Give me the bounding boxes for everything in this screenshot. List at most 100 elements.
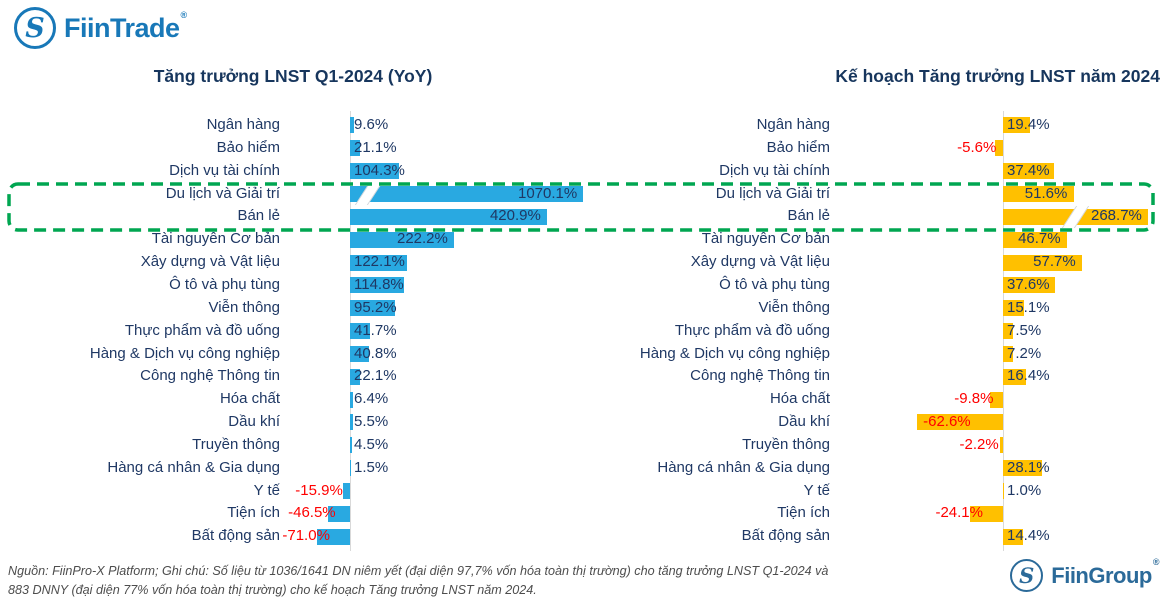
value-label: 1.5% — [354, 458, 389, 476]
value-label: 1070.1% — [518, 184, 578, 202]
value-label: 420.9% — [489, 207, 541, 225]
category-label: Tiện ích — [227, 504, 280, 522]
category-label: Bán lẻ — [787, 207, 830, 225]
category-label: Bảo hiểm — [216, 138, 280, 156]
value-label: 51.6% — [1024, 184, 1068, 202]
plan-growth-bar — [1003, 460, 1042, 477]
right-chart-title: Kế hoạch Tăng trưởng LNST năm 2024 — [835, 66, 1160, 86]
category-label: Y tế — [803, 481, 830, 499]
value-label: 6.4% — [354, 390, 389, 408]
category-label: Hàng & Dịch vụ công nghiệp — [89, 344, 280, 362]
value-label: 37.6% — [1007, 275, 1050, 293]
value-label: 57.7% — [1033, 253, 1076, 271]
value-label: 41.7% — [354, 321, 397, 339]
q1-growth-bar — [350, 323, 370, 340]
value-label: 268.7% — [1091, 207, 1142, 225]
category-label: Tài nguyên Cơ bản — [701, 230, 830, 248]
category-label: Công nghệ Thông tin — [690, 367, 830, 385]
footnote-line-2: 883 DNNY (đại diện 77% vốn hóa toàn thị … — [8, 582, 537, 597]
category-label: Bất động sản — [191, 527, 280, 545]
value-label: 114.8% — [354, 275, 404, 293]
category-label: Du lịch và Giải trí — [165, 184, 280, 202]
q1-growth-bar — [316, 528, 350, 545]
plan-growth-bar — [917, 414, 1003, 431]
value-label: 14.4% — [1007, 527, 1050, 545]
registered-mark: ® — [1152, 557, 1160, 568]
category-label: Truyền thông — [742, 435, 830, 453]
value-label: 1.0% — [1007, 481, 1042, 499]
plan-growth-bar — [1003, 483, 1005, 500]
value-label: 7.5% — [1007, 321, 1042, 339]
q1-growth-bar — [350, 345, 370, 362]
q1-growth-bar — [350, 163, 399, 180]
q1-growth-bar — [350, 300, 395, 317]
q1-growth-bar — [350, 391, 353, 408]
category-label: Thực phẩm và đồ uống — [674, 321, 830, 339]
fiintrade-logo: S FiinTrade® — [14, 7, 188, 49]
category-label: Ô tô và phụ tùng — [169, 275, 280, 293]
category-label: Tài nguyên Cơ bản — [151, 230, 280, 248]
q1-growth-bar — [350, 140, 360, 157]
plan-growth-bar — [1003, 163, 1055, 180]
fiintrade-logo-icon: S — [14, 7, 56, 49]
value-label: 22.1% — [354, 367, 397, 385]
value-label: -15.9% — [295, 481, 343, 499]
plan-growth-bar — [1003, 368, 1026, 385]
plan-growth-bar — [1003, 323, 1014, 340]
value-label: -71.0% — [282, 527, 330, 545]
value-label: 104.3% — [354, 161, 405, 179]
category-label: Dịch vụ tài chính — [169, 161, 280, 179]
category-label: Bất động sản — [741, 527, 830, 545]
category-label: Hàng cá nhân & Gia dụng — [657, 458, 830, 476]
q1-growth-bar — [350, 414, 353, 431]
value-label: -5.6% — [957, 138, 997, 156]
category-label: Du lịch và Giải trí — [715, 184, 830, 202]
q1-growth-bar — [328, 505, 350, 522]
value-label: 95.2% — [354, 298, 397, 316]
category-label: Thực phẩm và đồ uống — [124, 321, 280, 339]
fiintrade-logo-text: FiinTrade® — [64, 9, 188, 43]
q1-growth-bar — [350, 231, 454, 248]
category-label: Ô tô và phụ tùng — [719, 275, 830, 293]
q1-growth-bar — [342, 483, 350, 500]
category-label: Ngân hàng — [206, 116, 280, 133]
category-label: Hóa chất — [769, 390, 830, 408]
value-label: 40.8% — [354, 344, 397, 362]
plan-growth-bar — [1003, 345, 1013, 362]
q1-growth-bar — [350, 117, 355, 134]
value-label: 16.4% — [1007, 367, 1050, 385]
plan-growth-bar — [1003, 254, 1083, 271]
category-label: Công nghệ Thông tin — [140, 367, 280, 385]
value-label: -46.5% — [288, 504, 336, 522]
value-label: 5.5% — [354, 413, 389, 431]
category-label: Viễn thông — [208, 298, 280, 316]
value-label: -24.1% — [935, 504, 983, 522]
fiingroup-logo: S FiinGroup® — [1010, 557, 1160, 592]
q1-growth-bar — [350, 368, 361, 385]
category-label: Bảo hiểm — [766, 138, 830, 156]
category-label: Bán lẻ — [237, 207, 280, 225]
value-label: 28.1% — [1007, 458, 1050, 476]
registered-mark: ® — [180, 9, 188, 20]
category-label: Hàng & Dịch vụ công nghiệp — [639, 344, 830, 362]
category-label: Hàng cá nhân & Gia dụng — [107, 458, 280, 476]
left-chart-title: Tăng trưởng LNST Q1-2024 (YoY) — [153, 66, 433, 86]
footnote-line-1: Nguồn: FiinPro-X Platform; Ghi chú: Số l… — [8, 564, 829, 578]
value-label: -62.6% — [923, 413, 971, 431]
value-label: 4.5% — [354, 435, 389, 453]
category-label: Y tế — [253, 481, 280, 499]
value-label: 46.7% — [1018, 230, 1061, 248]
value-label: 15.1% — [1007, 298, 1050, 316]
value-label: 37.4% — [1007, 161, 1050, 179]
q1-growth-bar — [350, 254, 408, 271]
q1-growth-bar — [350, 460, 351, 477]
source-footnote: Nguồn: FiinPro-X Platform; Ghi chú: Số l… — [8, 562, 973, 600]
q1-growth-bar — [350, 277, 404, 294]
plan-growth-bar — [1003, 300, 1024, 317]
value-label: 122.1% — [354, 253, 405, 271]
q1-growth-bar — [350, 437, 353, 454]
value-label: 9.6% — [354, 116, 389, 133]
category-label: Tiện ích — [777, 504, 830, 522]
plan-growth-bar — [999, 437, 1003, 454]
